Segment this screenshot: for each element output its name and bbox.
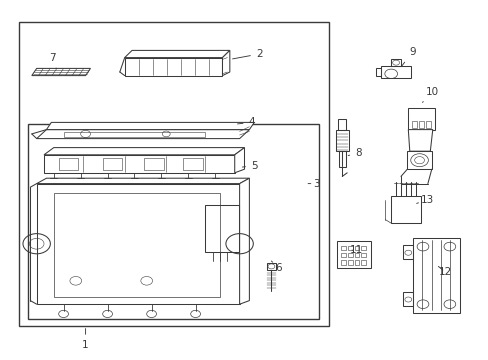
Polygon shape [124, 50, 229, 58]
Polygon shape [44, 155, 234, 173]
Bar [338, 119, 346, 130]
Polygon shape [239, 178, 249, 304]
Polygon shape [124, 58, 222, 76]
Text: 11: 11 [348, 245, 362, 255]
Bar [411, 121, 416, 128]
Text: 6: 6 [271, 261, 282, 273]
Polygon shape [32, 68, 90, 76]
Bar [335, 130, 348, 151]
Polygon shape [37, 184, 239, 304]
Text: 5: 5 [242, 161, 257, 171]
Bar [390, 59, 400, 66]
Bar [340, 253, 345, 257]
Text: 8: 8 [347, 148, 361, 158]
Bar [266, 263, 276, 270]
Bar [183, 158, 203, 170]
Bar [354, 253, 359, 257]
Bar [354, 246, 359, 250]
Bar [375, 68, 381, 76]
Bar [407, 108, 434, 130]
Bar [426, 121, 430, 128]
Bar [403, 245, 412, 259]
Text: 3: 3 [307, 179, 320, 189]
Bar [390, 196, 420, 223]
Bar [347, 246, 352, 250]
Bar [59, 158, 78, 170]
Bar [205, 205, 238, 252]
Polygon shape [222, 50, 229, 76]
Text: 2: 2 [232, 49, 262, 59]
Bar [347, 253, 352, 257]
Text: 4: 4 [237, 117, 255, 127]
Bar [361, 253, 366, 257]
Polygon shape [37, 130, 249, 139]
Bar [340, 260, 345, 265]
Text: 10: 10 [422, 87, 438, 102]
Bar [338, 151, 345, 167]
Bar [102, 158, 122, 170]
Polygon shape [37, 178, 249, 184]
Bar [63, 132, 205, 137]
Polygon shape [407, 130, 432, 151]
Text: 1: 1 [82, 329, 89, 350]
Bar [54, 193, 220, 297]
Text: 12: 12 [437, 266, 451, 277]
Bar [361, 260, 366, 265]
Bar [337, 241, 370, 268]
Polygon shape [234, 148, 244, 173]
Polygon shape [46, 122, 254, 130]
Bar [347, 260, 352, 265]
Text: 9: 9 [401, 47, 415, 66]
Bar [403, 292, 412, 306]
Bar [361, 246, 366, 250]
Bar [412, 238, 459, 313]
Text: 13: 13 [416, 195, 434, 205]
Bar [407, 151, 431, 169]
Bar [381, 66, 410, 78]
Text: 7: 7 [49, 53, 56, 68]
Polygon shape [44, 148, 244, 155]
Bar [354, 260, 359, 265]
Bar [418, 121, 423, 128]
Bar [144, 158, 163, 170]
Bar [19, 22, 328, 326]
Bar [340, 246, 345, 250]
Bar [28, 124, 319, 319]
